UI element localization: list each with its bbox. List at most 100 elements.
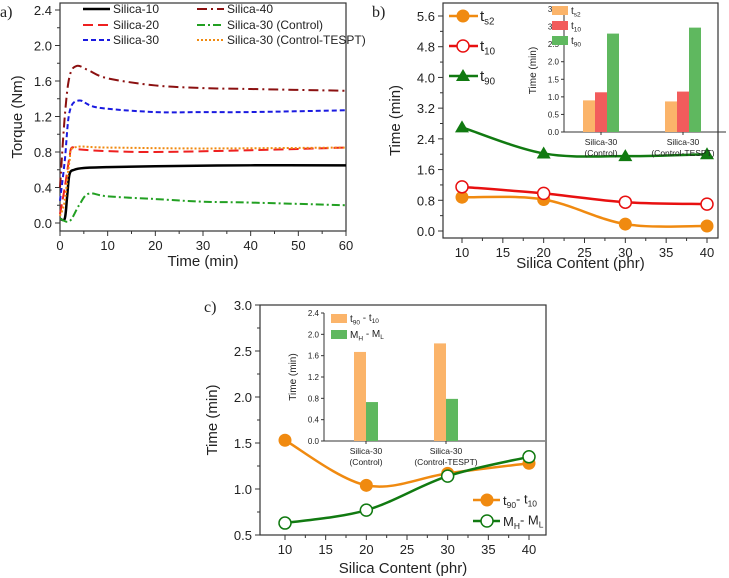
legend-label: t10 bbox=[480, 38, 496, 57]
series-line bbox=[284, 455, 530, 525]
inset-legend-label: t90 - t10 bbox=[350, 313, 379, 327]
panel-a: a) 0 10 20 30 40 50 60 0.0 0.4 0.8 1.2 1.6 2.0 2.4 Time… bbox=[0, 2, 366, 270]
y-tick-label: 0.5 bbox=[234, 528, 252, 543]
label-subscript: 10 bbox=[528, 498, 538, 508]
label-subscript: L bbox=[380, 334, 384, 341]
label-subscript: s2 bbox=[484, 16, 494, 27]
label-main: - M bbox=[520, 512, 539, 527]
y-axis-title: Time (min) bbox=[204, 384, 221, 455]
legend-label: t90- t10 bbox=[503, 491, 537, 510]
inset-bar bbox=[677, 91, 689, 132]
x-tick-label: 40 bbox=[522, 542, 536, 557]
inset-y-tick-label: 0.0 bbox=[548, 128, 560, 137]
label-subscript: L bbox=[539, 519, 544, 529]
label-main: t bbox=[571, 36, 574, 47]
data-point bbox=[536, 186, 551, 201]
x-tick-label: 10 bbox=[455, 245, 469, 260]
inset-legend-label: t10 bbox=[571, 21, 581, 33]
label-subscript: 10 bbox=[484, 46, 495, 57]
inset-y-tick-label: 0.5 bbox=[548, 110, 560, 119]
x-tick-label: 25 bbox=[400, 542, 414, 557]
y-tick-label: 1.6 bbox=[417, 163, 435, 178]
y-tick-label: 2.5 bbox=[234, 344, 252, 359]
panel-label: a) bbox=[0, 4, 12, 21]
data-point bbox=[536, 146, 551, 159]
x-tick-label: 30 bbox=[196, 238, 210, 253]
y-tick-label: 0.8 bbox=[417, 193, 435, 208]
y-tick-label: 2.0 bbox=[234, 390, 252, 405]
legend-label: Silica-30 (Control-TESPT) bbox=[227, 33, 366, 47]
inset-category-label: (Control) bbox=[584, 148, 617, 158]
data-point bbox=[278, 516, 292, 530]
legend-label: Silica-30 (Control) bbox=[227, 18, 323, 32]
data-point bbox=[456, 69, 470, 81]
label-subscript: 10 bbox=[574, 26, 582, 33]
inset-y-tick-label: 1.0 bbox=[548, 93, 560, 102]
x-axis-title: Silica Content (phr) bbox=[516, 255, 644, 272]
data-point bbox=[440, 469, 455, 483]
inset-category-label: Silica-30 bbox=[430, 446, 463, 456]
x-tick-label: 20 bbox=[359, 542, 373, 557]
label-main: M bbox=[350, 330, 358, 341]
x-tick-label: 0 bbox=[56, 238, 63, 253]
x-tick-label: 40 bbox=[243, 238, 257, 253]
data-point bbox=[455, 180, 469, 194]
x-tick-label: 10 bbox=[278, 542, 292, 557]
x-tick-label: 30 bbox=[440, 542, 454, 557]
inset-y-tick-label: 1.2 bbox=[308, 373, 320, 382]
y-tick-label: 0.4 bbox=[34, 181, 52, 196]
inset-bar bbox=[366, 402, 378, 441]
y-tick-label: 3.0 bbox=[234, 298, 252, 313]
data-point bbox=[522, 450, 536, 464]
legend-label: Silica-40 bbox=[227, 2, 273, 16]
legend-label: Silica-30 bbox=[113, 33, 159, 47]
y-tick-label: 2.0 bbox=[34, 39, 52, 54]
series-line bbox=[461, 126, 708, 158]
x-tick-label: 10 bbox=[100, 238, 114, 253]
data-point bbox=[278, 433, 292, 447]
series-line bbox=[59, 99, 347, 201]
plot-frame bbox=[442, 2, 719, 239]
label-main: M bbox=[503, 514, 514, 529]
label-main: t bbox=[350, 314, 353, 325]
y-axis-title: Torque (Nm) bbox=[9, 75, 26, 158]
legend-label: Silica-10 bbox=[113, 2, 159, 16]
inset-legend-label: MH - ML bbox=[350, 329, 384, 343]
data-point bbox=[456, 9, 470, 23]
label-subscript: s2 bbox=[574, 11, 581, 18]
inset-y-tick-label: 2.0 bbox=[548, 58, 560, 67]
series-line bbox=[59, 64, 347, 188]
series-line bbox=[59, 145, 347, 217]
data-point bbox=[480, 514, 494, 528]
inset-y-axis-title: Time (min) bbox=[288, 353, 299, 400]
label-main: - t bbox=[516, 491, 528, 506]
inset-bar bbox=[583, 100, 595, 132]
label-main: t bbox=[571, 6, 574, 17]
data-point bbox=[455, 120, 469, 133]
data-point bbox=[359, 503, 374, 517]
y-tick-label: 1.0 bbox=[234, 482, 252, 497]
inset-bar bbox=[446, 398, 458, 441]
inset-legend-swatch bbox=[552, 36, 568, 45]
label-subscript: 90 bbox=[574, 41, 582, 48]
series-line bbox=[59, 146, 347, 215]
inset-category-label: Silica-30 bbox=[585, 137, 618, 147]
y-axis-title: Time (min) bbox=[387, 85, 404, 156]
y-tick-label: 5.6 bbox=[417, 9, 435, 24]
label-subscript: H bbox=[514, 521, 520, 531]
inset-y-tick-label: 2.4 bbox=[308, 309, 320, 318]
x-axis-title: Time (min) bbox=[167, 253, 238, 270]
x-axis-title: Silica Content (phr) bbox=[339, 560, 467, 577]
inset-bar bbox=[689, 27, 701, 132]
label-main: - M bbox=[363, 329, 380, 340]
x-tick-label: 50 bbox=[291, 238, 305, 253]
x-tick-label: 25 bbox=[577, 245, 591, 260]
inset-y-tick-label: 1.6 bbox=[308, 352, 320, 361]
inset-category-label: Silica-30 bbox=[350, 446, 383, 456]
data-point bbox=[700, 219, 714, 233]
y-tick-label: 1.5 bbox=[234, 436, 252, 451]
y-tick-label: 1.2 bbox=[34, 110, 52, 125]
panel-b: b) 10 15 20 25 30 35 40 0.0 0.8 1.6 2.4 3.2 4.0 4.8 5.6… bbox=[372, 2, 726, 272]
label-main: t bbox=[503, 493, 507, 508]
legend-label: Silica-20 bbox=[113, 18, 159, 32]
